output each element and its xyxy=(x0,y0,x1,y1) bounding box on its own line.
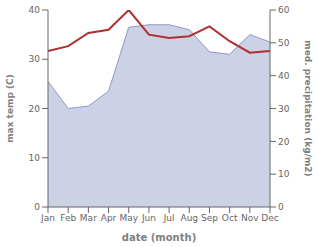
svg-text:Nov: Nov xyxy=(241,213,259,223)
svg-text:Sep: Sep xyxy=(201,213,218,223)
svg-text:Oct: Oct xyxy=(222,213,238,223)
svg-text:Jan: Jan xyxy=(40,213,55,223)
svg-text:10: 10 xyxy=(278,169,290,179)
svg-text:50: 50 xyxy=(278,38,290,48)
svg-text:40: 40 xyxy=(278,71,290,81)
svg-text:Mar: Mar xyxy=(80,213,97,223)
svg-text:0: 0 xyxy=(278,202,284,212)
svg-text:med. precipitation (kg/m2): med. precipitation (kg/m2) xyxy=(303,40,310,176)
svg-text:Dec: Dec xyxy=(261,213,278,223)
svg-text:40: 40 xyxy=(29,5,41,15)
svg-text:Jun: Jun xyxy=(141,213,156,223)
svg-text:Aug: Aug xyxy=(180,213,198,223)
svg-text:20: 20 xyxy=(278,137,290,147)
svg-text:Jul: Jul xyxy=(163,213,175,223)
svg-text:0: 0 xyxy=(34,202,40,212)
svg-text:10: 10 xyxy=(29,153,41,163)
svg-text:20: 20 xyxy=(29,104,41,114)
svg-text:60: 60 xyxy=(278,5,290,15)
svg-text:May: May xyxy=(119,213,138,223)
svg-text:30: 30 xyxy=(29,54,41,64)
svg-text:Apr: Apr xyxy=(101,213,117,223)
svg-text:30: 30 xyxy=(278,104,290,114)
svg-text:Feb: Feb xyxy=(60,213,76,223)
svg-text:max temp (C): max temp (C) xyxy=(8,74,15,143)
svg-text:date (month): date (month) xyxy=(122,232,196,243)
